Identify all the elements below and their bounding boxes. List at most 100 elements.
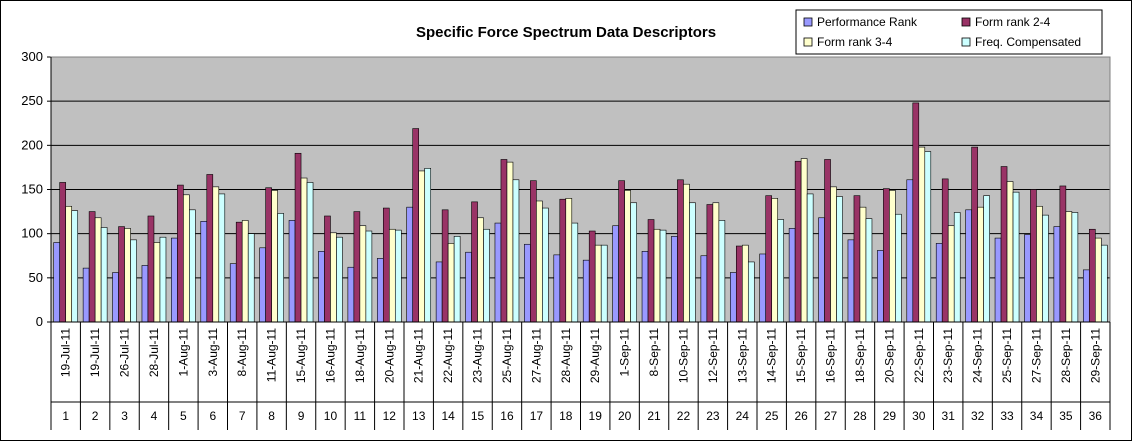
bar	[553, 254, 561, 323]
x-tick-label-date: 22-Sep-11	[912, 328, 926, 383]
bar	[794, 160, 802, 323]
bar	[206, 174, 214, 323]
x-tick-label-index: 22	[677, 409, 691, 423]
bar	[1024, 234, 1031, 323]
x-tick-label-index: 16	[500, 409, 514, 423]
bar	[506, 161, 514, 323]
bar	[765, 195, 773, 323]
bar	[212, 186, 220, 323]
x-tick-label-date: 16-Aug-11	[323, 328, 337, 383]
bar	[447, 243, 455, 323]
x-tick-label-index: 9	[298, 409, 305, 423]
x-tick-label-date: 25-Sep-11	[1000, 328, 1014, 383]
x-tick-label-date: 20-Aug-11	[382, 328, 396, 383]
x-tick-label-date: 29-Aug-11	[588, 328, 602, 383]
bar	[1030, 189, 1037, 323]
bar	[1059, 185, 1067, 323]
bar	[700, 255, 708, 323]
bar	[612, 225, 619, 323]
bar	[1082, 269, 1090, 323]
x-tick-label-date: 18-Sep-11	[853, 328, 867, 383]
bar	[582, 259, 590, 323]
bar	[877, 250, 884, 323]
bar	[1065, 211, 1073, 323]
bar	[971, 146, 978, 323]
bar	[953, 212, 961, 323]
x-tick-label-date: 11-Aug-11	[265, 328, 279, 383]
bar	[542, 207, 549, 323]
x-tick-label-index: 35	[1059, 409, 1073, 423]
bar	[983, 195, 990, 323]
bar	[306, 182, 314, 323]
x-tick-label-date: 19-Jul-11	[88, 328, 102, 377]
bar	[94, 217, 102, 323]
bar	[965, 209, 972, 323]
bar	[412, 128, 420, 323]
plot-area-group: 0 50 100 150 200 250 300 19-Jul-11 19-Jul-11 26-J…	[21, 49, 1111, 430]
bar	[71, 210, 79, 323]
bar	[912, 102, 920, 323]
bar	[536, 200, 543, 323]
x-tick-label-date: 12-Sep-11	[706, 328, 720, 383]
bar	[441, 209, 449, 323]
x-tick-label-index: 6	[209, 409, 216, 423]
bar	[689, 202, 696, 323]
bar	[771, 198, 779, 323]
x-tick-label-date: 24-Sep-11	[971, 328, 985, 383]
bar	[330, 232, 337, 323]
x-tick-label-date: 27-Aug-11	[529, 328, 543, 383]
x-tick-label-index: 27	[824, 409, 838, 423]
bar	[376, 258, 384, 323]
bar	[218, 193, 226, 323]
bar	[630, 202, 637, 323]
x-tick-label-date: 26-Jul-11	[118, 328, 132, 377]
bar	[741, 244, 749, 323]
bar	[624, 190, 631, 323]
bar	[947, 225, 955, 323]
bar	[924, 151, 932, 323]
x-tick-label-date: 16-Sep-11	[824, 328, 838, 383]
y-tick-label: 0	[36, 314, 43, 329]
x-tick-label-index: 25	[765, 409, 779, 423]
bar	[277, 213, 284, 323]
bar	[471, 201, 478, 323]
x-tick-label-date: 1-Aug-11	[176, 328, 190, 377]
x-tick-label-index: 33	[1000, 409, 1014, 423]
bar	[159, 236, 167, 323]
bar	[288, 220, 296, 323]
chart-title: Specific Force Spectrum Data Descriptors	[416, 24, 716, 41]
x-tick-label-index: 21	[647, 409, 661, 423]
bar	[406, 206, 414, 323]
legend-label: Form rank 2-4	[975, 15, 1051, 29]
bar	[788, 228, 796, 323]
bar	[735, 245, 743, 323]
bar	[906, 179, 914, 323]
legend-swatch	[961, 17, 971, 27]
legend-swatch	[803, 37, 813, 47]
bar	[241, 220, 249, 323]
bar	[500, 159, 508, 323]
x-tick-label-date: 8-Aug-11	[235, 328, 249, 377]
x-tick-label-index: 23	[706, 409, 720, 423]
x-tick-label-index: 30	[912, 409, 926, 423]
bar	[453, 236, 461, 323]
bar	[1100, 244, 1108, 323]
x-tick-label-date: 8-Sep-11	[647, 328, 661, 377]
x-tick-label-index: 12	[383, 409, 397, 423]
bar	[435, 261, 443, 323]
bar	[847, 239, 855, 323]
bar	[600, 244, 608, 323]
x-tick-label-date: 20-Sep-11	[882, 328, 896, 383]
bar	[977, 206, 984, 323]
x-tick-label-index: 29	[883, 409, 897, 423]
bar	[1071, 212, 1079, 323]
bar	[859, 206, 867, 323]
bar	[941, 178, 949, 323]
bar	[494, 222, 502, 323]
bar	[659, 229, 667, 323]
bar	[294, 152, 302, 323]
bar	[524, 243, 531, 323]
bar	[853, 195, 861, 323]
x-tick-label-index: 8	[268, 409, 275, 423]
